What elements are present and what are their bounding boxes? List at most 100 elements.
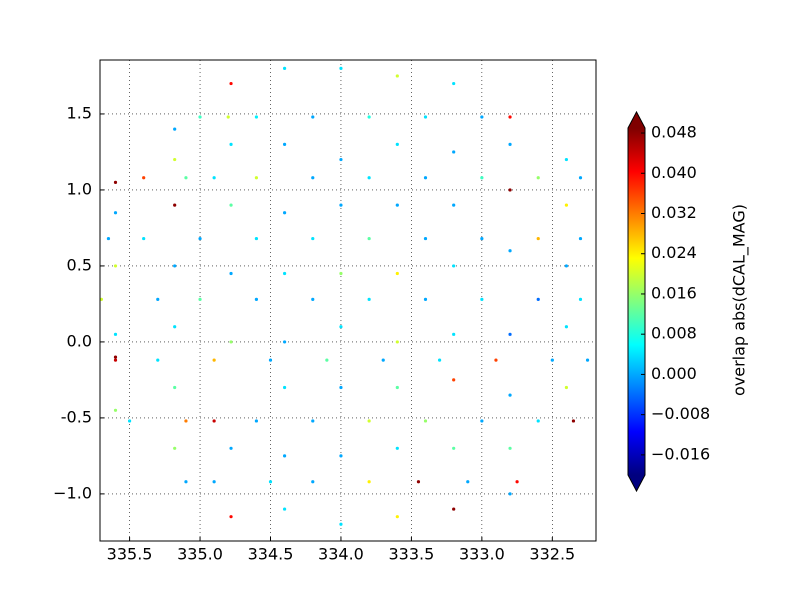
point [564,264,569,268]
point [508,115,512,119]
plot-area [99,60,596,541]
point [173,157,177,162]
colorbar-extend-top [628,112,645,128]
point [113,332,118,336]
point [395,385,399,390]
point [212,176,216,180]
x-tick-label: 335.0 [177,545,223,564]
point [339,454,343,458]
colorbar [628,128,645,475]
colorbar-extend-bottom [628,475,645,491]
point [508,446,512,450]
colorbar-tick-label: 0.040 [651,163,697,182]
y-tick-label: 0.0 [67,331,92,350]
point [142,176,146,180]
point [113,355,118,359]
y-tick-label: 0.5 [67,255,92,274]
point [268,480,273,484]
point [142,236,146,241]
point [437,358,442,362]
point [212,358,216,362]
point [367,115,371,119]
point [282,211,287,215]
colorbar-frame [627,110,646,493]
point [268,358,273,362]
point [494,358,498,362]
point [480,115,484,119]
point [508,142,512,146]
point [578,176,583,180]
point [508,188,512,192]
point [282,385,287,390]
point [536,176,540,180]
point [254,236,259,241]
point [480,176,484,180]
point [282,66,287,70]
point [113,408,118,412]
colorbar-tick-label: 0.024 [651,243,697,262]
point [173,203,177,207]
point [212,419,216,423]
point [229,81,233,86]
point [184,419,188,423]
point [508,393,512,397]
point [229,515,233,519]
colorbar-label: overlap abs(dCAL_MAG) [730,204,750,396]
point [282,454,287,458]
point [423,176,428,180]
point [325,358,329,362]
point [198,236,202,241]
colorbar-tick-label: −0.016 [651,444,710,463]
point [339,66,343,70]
point [226,115,230,119]
point [229,203,233,207]
point [452,507,456,511]
point [254,115,259,119]
point [254,297,259,301]
plot-frame [99,59,597,542]
point [423,236,428,241]
point [367,236,371,241]
y-tick-label: -0.5 [61,407,92,426]
y-tick-label: 1.0 [67,179,92,198]
point [536,297,540,301]
point [339,157,343,162]
point [508,332,512,336]
point [113,264,118,268]
point [395,142,399,146]
point [113,211,118,215]
point [127,419,132,423]
point [515,480,519,484]
point [536,236,540,241]
x-tick-label: 334.5 [248,545,294,564]
point [564,157,569,162]
x-tick-label: 333.0 [459,545,505,564]
point [106,236,111,241]
point [395,271,399,276]
point [381,358,385,362]
colorbar-tick-label: 0.016 [651,283,697,302]
point [480,236,484,241]
point [339,203,343,207]
point [395,446,399,450]
point [339,271,343,276]
point [571,419,576,423]
point [578,236,583,241]
point [282,271,287,276]
point [367,176,371,180]
point [311,297,315,301]
point [508,492,512,496]
point [423,115,428,119]
point [311,115,315,119]
point [367,297,371,301]
colorbar-tick-label: 0.008 [651,324,697,343]
y-tick-label: 1.5 [67,103,92,122]
point [229,142,233,146]
point [173,446,177,450]
point [536,419,540,423]
point [367,480,371,484]
point [173,385,177,390]
point [480,297,484,301]
